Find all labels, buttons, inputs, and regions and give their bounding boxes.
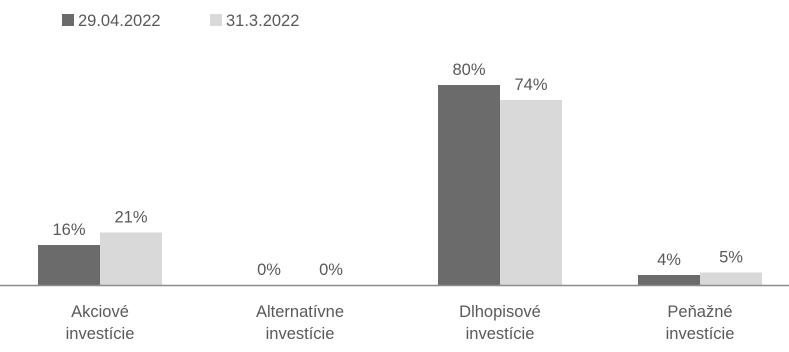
- data-label-0-1: 0%: [257, 261, 281, 279]
- bar-1-0: [100, 232, 162, 285]
- category-label-2-0: Dlhopisové: [459, 303, 541, 321]
- bar-0-3: [638, 275, 700, 285]
- legend-label-1: 31.3.2022: [226, 12, 299, 30]
- data-label-1-0: 21%: [114, 209, 147, 227]
- category-label-3-1: investície: [666, 325, 735, 343]
- category-label-2-1: investície: [466, 325, 535, 343]
- category-label-0-1: investície: [66, 325, 135, 343]
- data-label-1-1: 0%: [319, 261, 343, 279]
- bar-1-3: [700, 272, 762, 285]
- data-label-0-3: 4%: [657, 251, 681, 269]
- data-label-1-3: 5%: [719, 249, 743, 267]
- data-label-0-2: 80%: [452, 61, 485, 79]
- legend-swatch-0: [62, 14, 74, 26]
- bar-1-2: [500, 100, 562, 285]
- category-label-1-0: Alternatívne: [256, 303, 344, 321]
- category-label-0-0: Akciové: [71, 303, 129, 321]
- data-label-1-2: 74%: [514, 76, 547, 94]
- bar-0-2: [438, 85, 500, 285]
- legend-swatch-1: [210, 14, 222, 26]
- legend-label-0: 29.04.2022: [78, 12, 161, 30]
- category-label-3-0: Peňažné: [667, 303, 732, 321]
- data-label-0-0: 16%: [52, 221, 85, 239]
- category-label-1-1: investície: [266, 325, 335, 343]
- bar-0-0: [38, 245, 100, 285]
